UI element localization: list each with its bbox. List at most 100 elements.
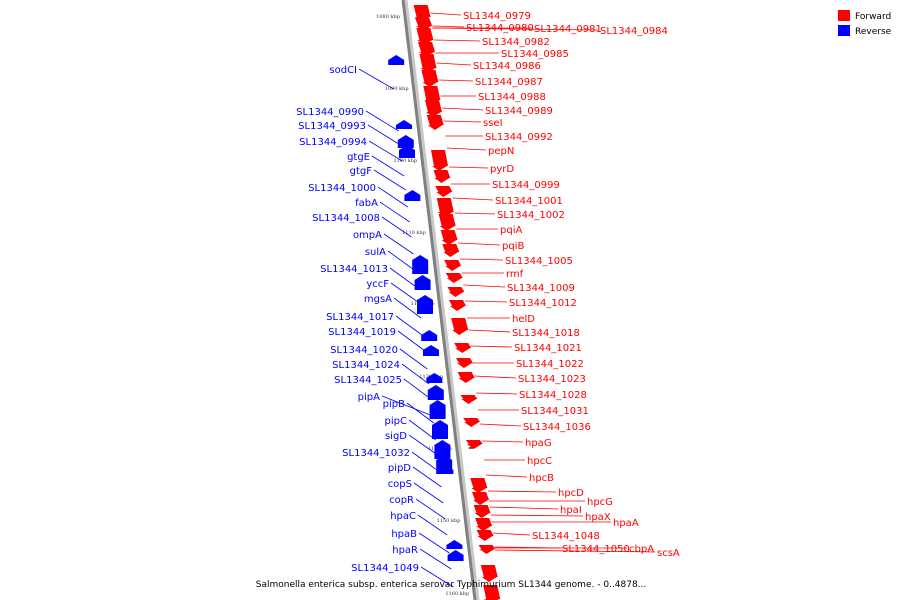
forward-gene-feature — [421, 70, 439, 82]
forward-gene-arrow — [434, 178, 450, 183]
forward-gene-arrow — [477, 536, 493, 541]
forward-gene-feature — [478, 545, 496, 549]
reverse-leader-line — [368, 140, 403, 162]
forward-gene-feature — [454, 343, 472, 348]
reverse-leader-line — [401, 363, 430, 385]
forward-gene-label-sl1344-0984: SL1344_0984 — [600, 26, 668, 37]
forward-leader-line — [443, 120, 482, 123]
reverse-gene-label-sodci: sodCI — [329, 65, 357, 76]
forward-gene-feature — [413, 5, 431, 17]
reverse-gene-label-sl1344-1008: SL1344_1008 — [312, 213, 380, 224]
reverse-gene-label-sl1344-1020: SL1344_1020 — [330, 345, 398, 356]
reverse-gene-feature — [437, 470, 454, 474]
forward-gene-label-pqia: pqiA — [500, 225, 522, 236]
reverse-gene-arrow — [417, 295, 433, 300]
forward-gene-arrow — [481, 577, 497, 582]
forward-gene-label-hpaa: hpaA — [613, 518, 639, 529]
reverse-gene-arrow — [396, 120, 412, 125]
forward-leader-line — [474, 375, 517, 379]
forward-leader-line — [432, 27, 599, 31]
forward-gene-feature — [419, 54, 437, 68]
forward-gene-arrow — [464, 422, 480, 427]
backbone-shadow — [402, 0, 480, 600]
forward-leader-line — [476, 392, 518, 395]
reverse-leader-line — [412, 466, 442, 488]
reverse-gene-label-sl1344-1013: SL1344_1013 — [320, 264, 388, 275]
reverse-gene-feature — [417, 300, 433, 314]
reverse-gene-label-sl1344-0993: SL1344_0993 — [298, 121, 366, 132]
reverse-gene-label-sl1344-0994: SL1344_0994 — [299, 137, 367, 148]
forward-gene-feature — [445, 273, 463, 278]
reverse-gene-label-sl1344-1017: SL1344_1017 — [326, 312, 394, 323]
forward-gene-label-sl1344-0999: SL1344_0999 — [492, 180, 560, 191]
reverse-gene-feature — [434, 445, 451, 459]
forward-gene-arrow — [445, 266, 461, 271]
reverse-gene-feature — [396, 125, 412, 129]
reverse-leader-line — [408, 419, 437, 441]
forward-leader-line — [468, 329, 511, 333]
forward-gene-label-sl1344-0985: SL1344_0985 — [501, 49, 569, 60]
forward-gene-label-cbpa: cbpA — [629, 544, 654, 555]
forward-gene-label-sl1344-0992: SL1344_0992 — [485, 132, 553, 143]
forward-gene-arrow — [436, 192, 452, 197]
forward-gene-feature — [415, 18, 433, 26]
forward-gene-arrow — [458, 378, 474, 383]
forward-gene-label-ssei: sseI — [483, 118, 503, 129]
reverse-gene-label-pipd: pipD — [388, 463, 411, 474]
scale-tick-label: 1150 kbp — [437, 518, 461, 524]
forward-gene-feature — [438, 214, 456, 226]
forward-gene-label-sl1344-0982: SL1344_0982 — [482, 37, 550, 48]
forward-gene-label-held: helD — [512, 314, 535, 325]
reverse-gene-label-sula: sulA — [365, 247, 386, 258]
forward-leader-line — [494, 549, 656, 553]
reverse-gene-feature — [426, 378, 443, 383]
forward-gene-feature — [442, 244, 460, 252]
genome-backbone — [401, 0, 480, 600]
reverse-gene-label-sl1344-1000: SL1344_1000 — [308, 183, 376, 194]
reverse-gene-arrow — [423, 345, 439, 350]
reverse-gene-arrow — [429, 400, 446, 405]
forward-gene-arrow — [450, 306, 465, 311]
forward-leader-line — [449, 166, 489, 169]
forward-leader-line — [490, 514, 584, 517]
forward-gene-label-rmf: rmf — [506, 269, 524, 280]
reverse-gene-feature — [399, 150, 415, 158]
forward-gene-label-pepn: pepN — [488, 146, 514, 157]
reverse-leader-line — [399, 348, 428, 370]
forward-leader-line — [460, 258, 504, 261]
forward-gene-arrow — [441, 240, 457, 245]
reverse-gene-label-pipc: pipC — [385, 416, 407, 427]
forward-leader-line — [470, 345, 513, 348]
forward-gene-label-hpag: hpaG — [525, 438, 552, 449]
reverse-gene-arrow — [421, 330, 438, 335]
reverse-gene-feature — [427, 390, 444, 400]
reverse-gene-label-gtge: gtgE — [347, 152, 370, 163]
reverse-gene-feature — [423, 350, 439, 356]
reverse-leader-line — [419, 548, 452, 570]
forward-gene-label-sl1344-1012: SL1344_1012 — [509, 298, 577, 309]
forward-gene-label-sl1344-0988: SL1344_0988 — [478, 92, 546, 103]
reverse-leader-line — [367, 124, 401, 146]
forward-gene-feature — [449, 300, 466, 306]
forward-gene-label-sl1344-1018: SL1344_1018 — [512, 328, 580, 339]
forward-gene-label-sl1344-1048: SL1344_1048 — [532, 531, 600, 542]
forward-gene-arrow — [473, 500, 489, 505]
reverse-gene-feature — [421, 335, 438, 341]
forward-gene-label-sl1344-1023: SL1344_1023 — [518, 374, 586, 385]
legend-forward-swatch — [838, 10, 850, 21]
reverse-gene-arrow — [437, 465, 454, 470]
reverse-leader-line — [358, 68, 394, 90]
forward-leader-line — [487, 490, 557, 493]
reverse-leader-line — [417, 514, 448, 536]
forward-gene-arrow — [455, 348, 471, 353]
forward-gene-feature — [463, 418, 481, 422]
forward-gene-label-sl1344-0981: SL1344_0981 — [534, 24, 602, 35]
forward-gene-label-sl1344-1036: SL1344_1036 — [523, 422, 591, 433]
forward-gene-label-sl1344-0979: SL1344_0979 — [463, 11, 531, 22]
reverse-gene-feature — [412, 260, 429, 274]
reverse-gene-label-sl1344-1025: SL1344_1025 — [334, 375, 402, 386]
reverse-gene-label-ompa: ompA — [353, 230, 382, 241]
reverse-gene-label-yccf: yccF — [366, 279, 389, 290]
forward-gene-arrow — [456, 363, 472, 368]
